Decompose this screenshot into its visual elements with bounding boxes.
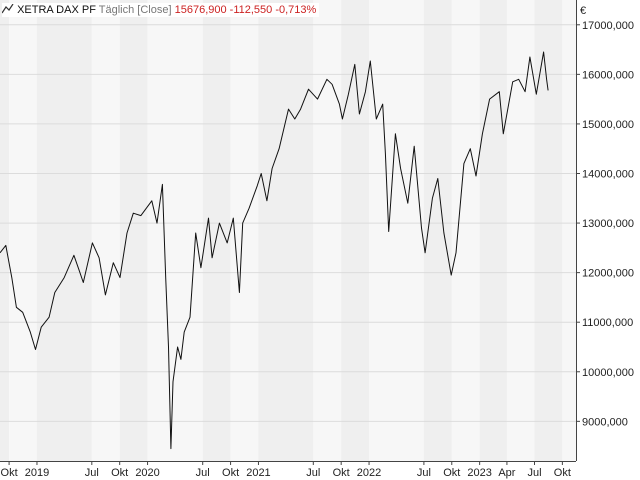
background-band: [202, 0, 231, 461]
y-tick-label: 14000,000: [582, 168, 634, 180]
x-tick-label: Okt: [222, 467, 239, 479]
background-band: [562, 0, 576, 461]
x-tick-label: 2023: [467, 467, 491, 479]
background-band: [451, 0, 480, 461]
chart-header: XETRA DAX PF Täglich [Close] 15676,900 -…: [1, 3, 320, 17]
y-axis-ticks: 9000,000 10000,000 11000,000 12000,000 13000…: [576, 20, 634, 428]
interval-label: Täglich [Close]: [98, 4, 172, 16]
background-band: [230, 0, 259, 461]
background-band: [506, 0, 535, 461]
x-tick-label: 2019: [25, 467, 49, 479]
background-band: [369, 0, 424, 461]
x-tick-label: Jul: [527, 467, 541, 479]
background-band: [479, 0, 507, 461]
gridlines: [0, 24, 576, 422]
background-band: [258, 0, 314, 461]
background-band: [341, 0, 370, 461]
x-tick-label: Jul: [196, 467, 210, 479]
last-price: 15676,900: [174, 4, 227, 16]
x-tick-label: 2020: [135, 467, 159, 479]
line-chart-icon: [1, 3, 14, 14]
background-band: [91, 0, 120, 461]
series-line: [0, 51, 549, 450]
background-band: [534, 0, 563, 461]
price-change-pct: -0,713%: [275, 4, 317, 16]
x-tick-label: Jul: [417, 467, 431, 479]
y-tick-label: 12000,000: [582, 268, 634, 280]
instrument-symbol: XETRA DAX PF: [17, 4, 96, 16]
x-tick-label: Jul: [306, 467, 320, 479]
y-tick-label: 17000,000: [582, 20, 634, 32]
background-band: [119, 0, 148, 461]
x-tick-label: 2022: [357, 467, 381, 479]
x-tick-label: Okt: [111, 467, 128, 479]
x-tick-label: Okt: [1, 467, 18, 479]
y-tick-label: 16000,000: [582, 69, 634, 81]
background-band: [9, 0, 37, 461]
y-tick-label: 10000,000: [582, 367, 634, 379]
x-tick-label: Jul: [85, 467, 99, 479]
x-tick-label: Okt: [443, 467, 460, 479]
currency-label: €: [580, 5, 586, 17]
price-change: -112,550: [229, 4, 273, 16]
x-tick-label: 2021: [246, 467, 270, 479]
y-tick-label: 11000,000: [582, 317, 633, 329]
background-band: [0, 0, 10, 461]
y-tick-label: 9000,000: [582, 416, 628, 428]
y-tick-label: 15000,000: [582, 119, 634, 131]
x-axis-ticks: Okt 2019 Jul Okt 2020 Jul Okt 2021 Jul Okt 2022 Jul…: [1, 461, 571, 479]
background-band: [147, 0, 203, 461]
x-tick-label: Apr: [498, 467, 515, 479]
background-band: [36, 0, 92, 461]
background-bands: [0, 0, 576, 461]
background-band: [313, 0, 342, 461]
x-tick-label: Okt: [333, 467, 350, 479]
y-tick-label: 13000,000: [582, 218, 634, 230]
x-tick-label: Okt: [554, 467, 571, 479]
